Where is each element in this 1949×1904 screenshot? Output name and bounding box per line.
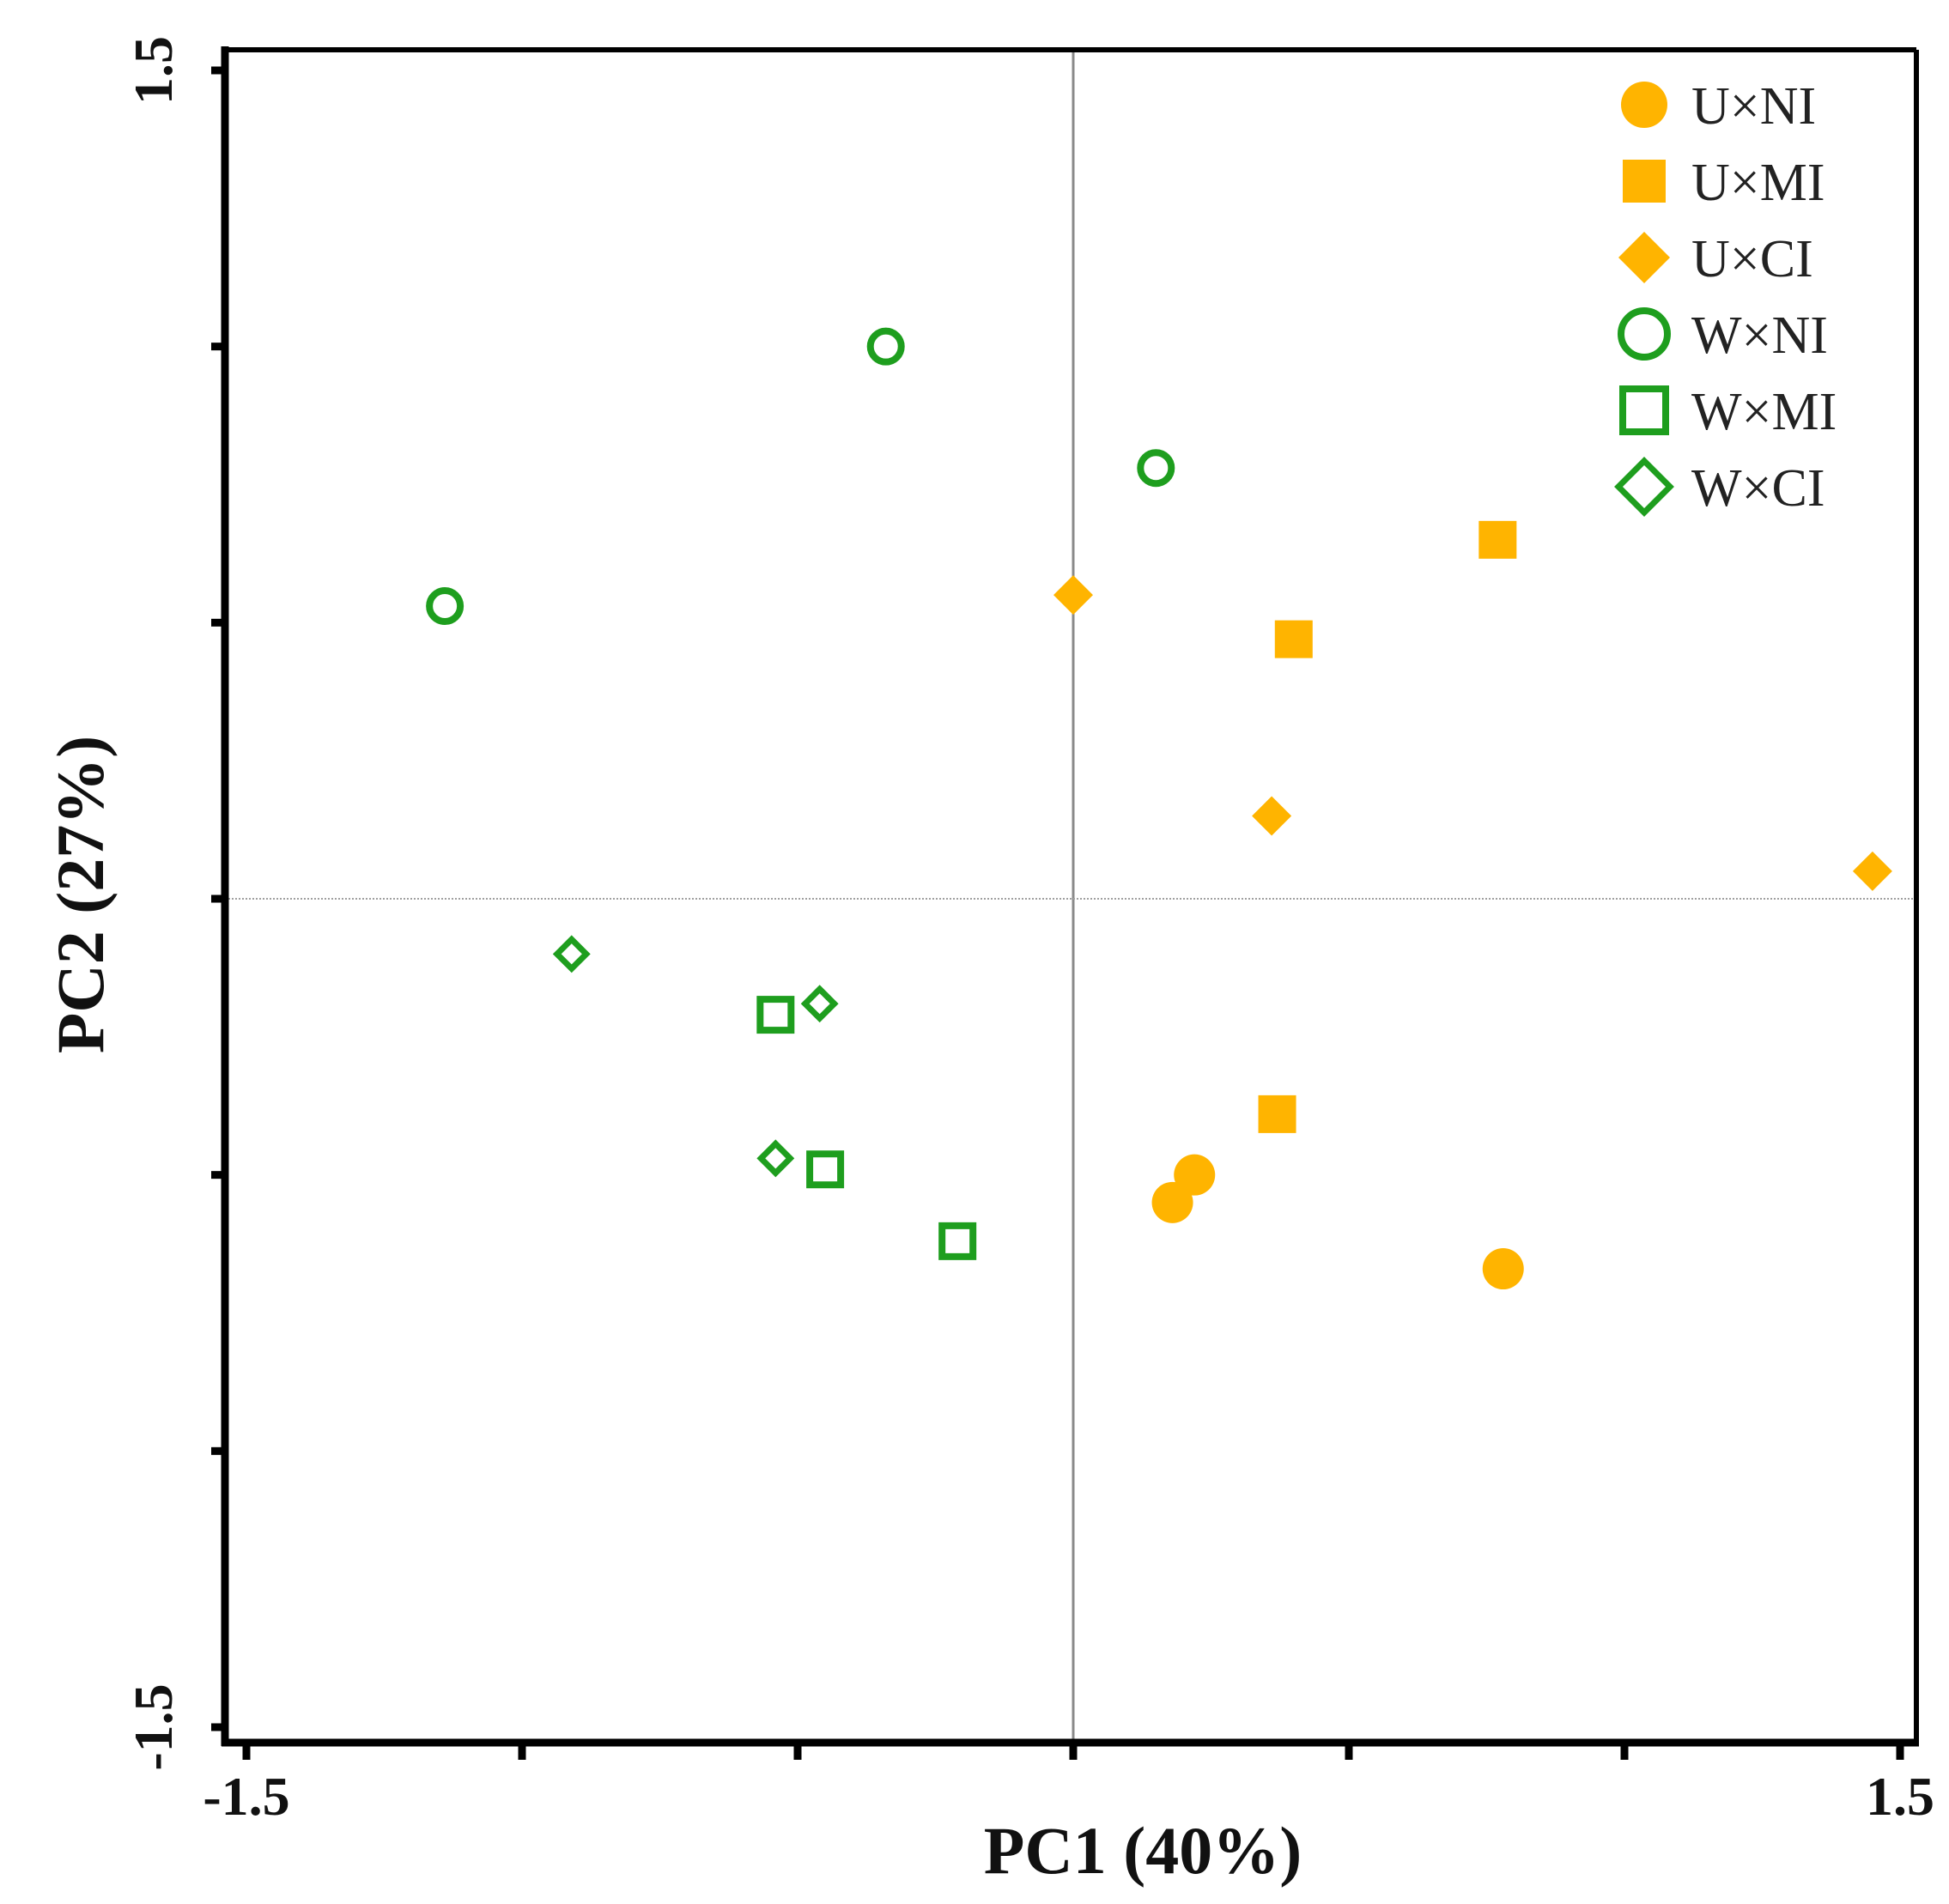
data-point-4-1 (866, 327, 905, 366)
legend-label-2: U×MI (1691, 154, 1825, 212)
series-2 (1258, 520, 1517, 1133)
series-1 (1151, 1154, 1524, 1290)
legend-label-6: W×CI (1691, 459, 1825, 518)
legend-marker-5 (1619, 385, 1669, 435)
legend-label-3: U×CI (1691, 230, 1813, 288)
legend-marker-6 (1614, 457, 1674, 517)
plot-frame (221, 46, 1919, 1747)
data-point-2-3 (1258, 1094, 1296, 1133)
legend: U×NI U×MI U×CI W×NI W×MI W×CI (1614, 77, 1837, 518)
data-point-1-3 (1482, 1248, 1524, 1290)
reference-lines (225, 50, 1916, 1743)
data-point-5-1 (756, 996, 795, 1034)
legend-item-4: W×NI (1618, 306, 1828, 365)
data-point-2-2 (1274, 620, 1313, 658)
legend-marker-3 (1618, 232, 1670, 283)
data-point-6-2 (800, 985, 839, 1023)
legend-item-6: W×CI (1614, 457, 1825, 518)
x-axis-title: PC1 (40%) (984, 1813, 1302, 1888)
data-point-6-3 (756, 1139, 795, 1178)
legend-item-5: W×MI (1619, 383, 1837, 441)
legend-marker-4 (1618, 307, 1671, 361)
legend-label-5: W×MI (1691, 383, 1837, 441)
data-point-6-1 (552, 935, 591, 973)
x-tick-label-1: -1.5 (203, 1766, 289, 1827)
data-point-5-2 (806, 1150, 845, 1189)
x-tick-label-2: 1.5 (1866, 1766, 1934, 1827)
data-point-4-2 (1137, 449, 1175, 488)
y-tick-label-2: -1.5 (123, 1683, 184, 1770)
data-point-1-1 (1151, 1181, 1193, 1223)
legend-marker-1 (1621, 82, 1667, 128)
data-point-2-1 (1478, 520, 1517, 559)
data-point-5-3 (938, 1222, 977, 1260)
axis-ticks (211, 66, 1904, 1760)
series-3 (1053, 575, 1892, 891)
legend-label-4: W×NI (1691, 306, 1828, 365)
tick-labels: -1.5 1.5 1.5 -1.5 (123, 36, 1934, 1827)
series-4 (426, 327, 1175, 626)
data-point-3-3 (1852, 851, 1892, 891)
series-5 (756, 996, 977, 1260)
y-tick-label-1: 1.5 (123, 36, 184, 105)
data-point-3-2 (1252, 796, 1292, 836)
legend-item-1: U×NI (1621, 77, 1816, 136)
y-axis-title: PC2 (27%) (43, 736, 118, 1053)
legend-label-1: U×NI (1691, 77, 1816, 136)
data-point-3-1 (1053, 575, 1093, 615)
data-points (426, 327, 1892, 1290)
legend-item-2: U×MI (1623, 154, 1825, 212)
legend-marker-2 (1623, 160, 1666, 203)
series-6 (552, 935, 839, 1178)
legend-item-3: U×CI (1618, 230, 1813, 288)
data-point-1-2 (1174, 1154, 1216, 1196)
data-point-4-3 (426, 587, 464, 626)
